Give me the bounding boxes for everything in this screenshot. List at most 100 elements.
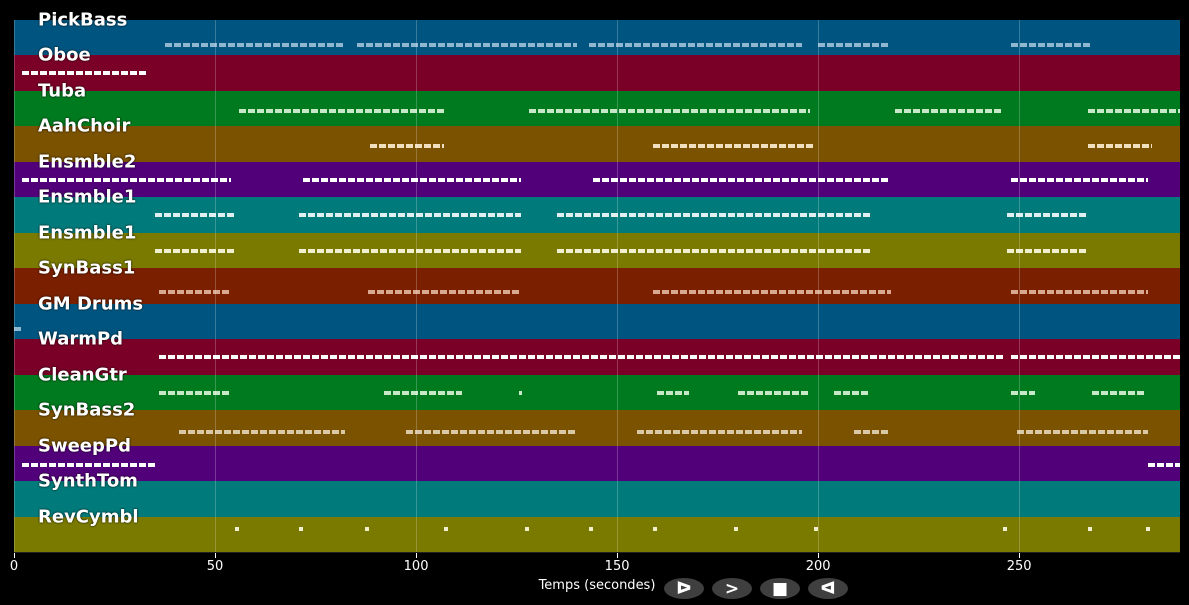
grid-line bbox=[215, 20, 217, 552]
note-segment bbox=[1011, 43, 1092, 48]
note-segment bbox=[178, 429, 345, 434]
note-segment bbox=[1011, 177, 1148, 182]
grid-line bbox=[617, 20, 619, 552]
note-segment bbox=[383, 390, 463, 395]
track-label: RevCymbl bbox=[38, 506, 139, 528]
track-label: AahChoir bbox=[38, 115, 131, 137]
note-segment bbox=[588, 527, 593, 532]
track-label: Ensmble2 bbox=[38, 151, 137, 173]
note-segment bbox=[588, 43, 803, 48]
note-segment bbox=[653, 289, 891, 294]
grid-line bbox=[416, 20, 418, 552]
note-segment bbox=[1007, 213, 1088, 218]
grid-line bbox=[818, 20, 820, 552]
note-segment bbox=[733, 527, 738, 532]
note-segment bbox=[444, 527, 449, 532]
note-segment bbox=[556, 213, 871, 218]
grid-line bbox=[1019, 20, 1021, 552]
note-segment bbox=[22, 463, 158, 468]
rewind-button[interactable]: ᐊ bbox=[808, 578, 848, 599]
note-segment bbox=[1087, 108, 1180, 113]
note-segment bbox=[556, 248, 871, 253]
note-segment bbox=[165, 43, 345, 48]
x-tick-label: 100 bbox=[403, 559, 429, 574]
note-segment bbox=[154, 248, 236, 253]
track-label: SweepPd bbox=[38, 435, 131, 457]
x-axis-label: Temps (secondes) bbox=[538, 578, 656, 593]
track-label: Ensmble1 bbox=[38, 186, 137, 208]
track-label: CleanGtr bbox=[38, 364, 127, 386]
note-segment bbox=[528, 108, 811, 113]
track-band bbox=[14, 20, 1180, 57]
note-segment bbox=[518, 390, 522, 395]
track-label: SynBass2 bbox=[38, 399, 136, 421]
x-tick-label: 50 bbox=[206, 559, 224, 574]
note-segment bbox=[1011, 289, 1148, 294]
track-band bbox=[14, 445, 1180, 483]
play-button[interactable]: ᐅ bbox=[664, 578, 704, 599]
note-segment bbox=[1147, 463, 1180, 468]
note-segment bbox=[235, 527, 240, 532]
stop-button[interactable]: ■ bbox=[760, 578, 800, 599]
track-band bbox=[14, 410, 1180, 447]
note-segment bbox=[299, 213, 521, 218]
track-label: PickBass bbox=[38, 9, 128, 31]
note-segment bbox=[303, 177, 521, 182]
track-band bbox=[14, 303, 1180, 341]
note-segment bbox=[367, 289, 521, 294]
note-segment bbox=[814, 527, 819, 532]
track-label: WarmPd bbox=[38, 328, 124, 350]
x-tick bbox=[1019, 553, 1021, 558]
note-segment bbox=[158, 355, 1004, 360]
note-segment bbox=[894, 108, 1004, 113]
note-segment bbox=[239, 108, 445, 113]
note-segment bbox=[1145, 527, 1150, 532]
x-tick bbox=[818, 553, 820, 558]
x-tick-label: 0 bbox=[9, 559, 19, 574]
note-segment bbox=[653, 527, 658, 532]
note-segment bbox=[406, 429, 577, 434]
track-label: Oboe bbox=[38, 44, 91, 66]
note-segment bbox=[158, 289, 232, 294]
note-segment bbox=[1087, 144, 1152, 149]
note-segment bbox=[299, 248, 521, 253]
grid-line bbox=[14, 20, 15, 552]
note-segment bbox=[834, 390, 871, 395]
track-band bbox=[14, 55, 1180, 92]
note-segment bbox=[592, 177, 891, 182]
x-tick bbox=[215, 553, 217, 558]
x-tick-label: 250 bbox=[1006, 559, 1032, 574]
note-segment bbox=[854, 429, 891, 434]
note-segment bbox=[1091, 390, 1146, 395]
note-segment bbox=[818, 43, 891, 48]
note-segment bbox=[365, 527, 370, 532]
note-segment bbox=[1007, 248, 1088, 253]
note-segment bbox=[22, 177, 232, 182]
track-label: Tuba bbox=[38, 80, 87, 102]
note-segment bbox=[356, 43, 577, 48]
note-segment bbox=[657, 390, 690, 395]
x-tick bbox=[617, 553, 619, 558]
note-segment bbox=[1011, 355, 1180, 360]
track-band bbox=[14, 268, 1180, 305]
x-tick-label: 150 bbox=[604, 559, 630, 574]
x-tick bbox=[416, 553, 418, 558]
note-segment bbox=[1017, 429, 1148, 434]
track-band bbox=[14, 481, 1180, 518]
note-segment bbox=[22, 71, 147, 76]
note-segment bbox=[637, 429, 803, 434]
track-band bbox=[14, 516, 1180, 553]
note-segment bbox=[737, 390, 811, 395]
note-segment bbox=[524, 527, 529, 532]
note-segment bbox=[154, 213, 236, 218]
note-segment bbox=[369, 144, 445, 149]
note-segment bbox=[1011, 390, 1036, 395]
track-band bbox=[14, 126, 1180, 163]
track-label: SynthTom bbox=[38, 470, 138, 492]
forward-button[interactable]: > bbox=[712, 578, 752, 599]
note-segment bbox=[14, 326, 23, 331]
x-tick-label: 200 bbox=[805, 559, 831, 574]
track-label: Ensmble1 bbox=[38, 222, 137, 244]
note-segment bbox=[1087, 527, 1092, 532]
x-tick bbox=[14, 553, 15, 558]
